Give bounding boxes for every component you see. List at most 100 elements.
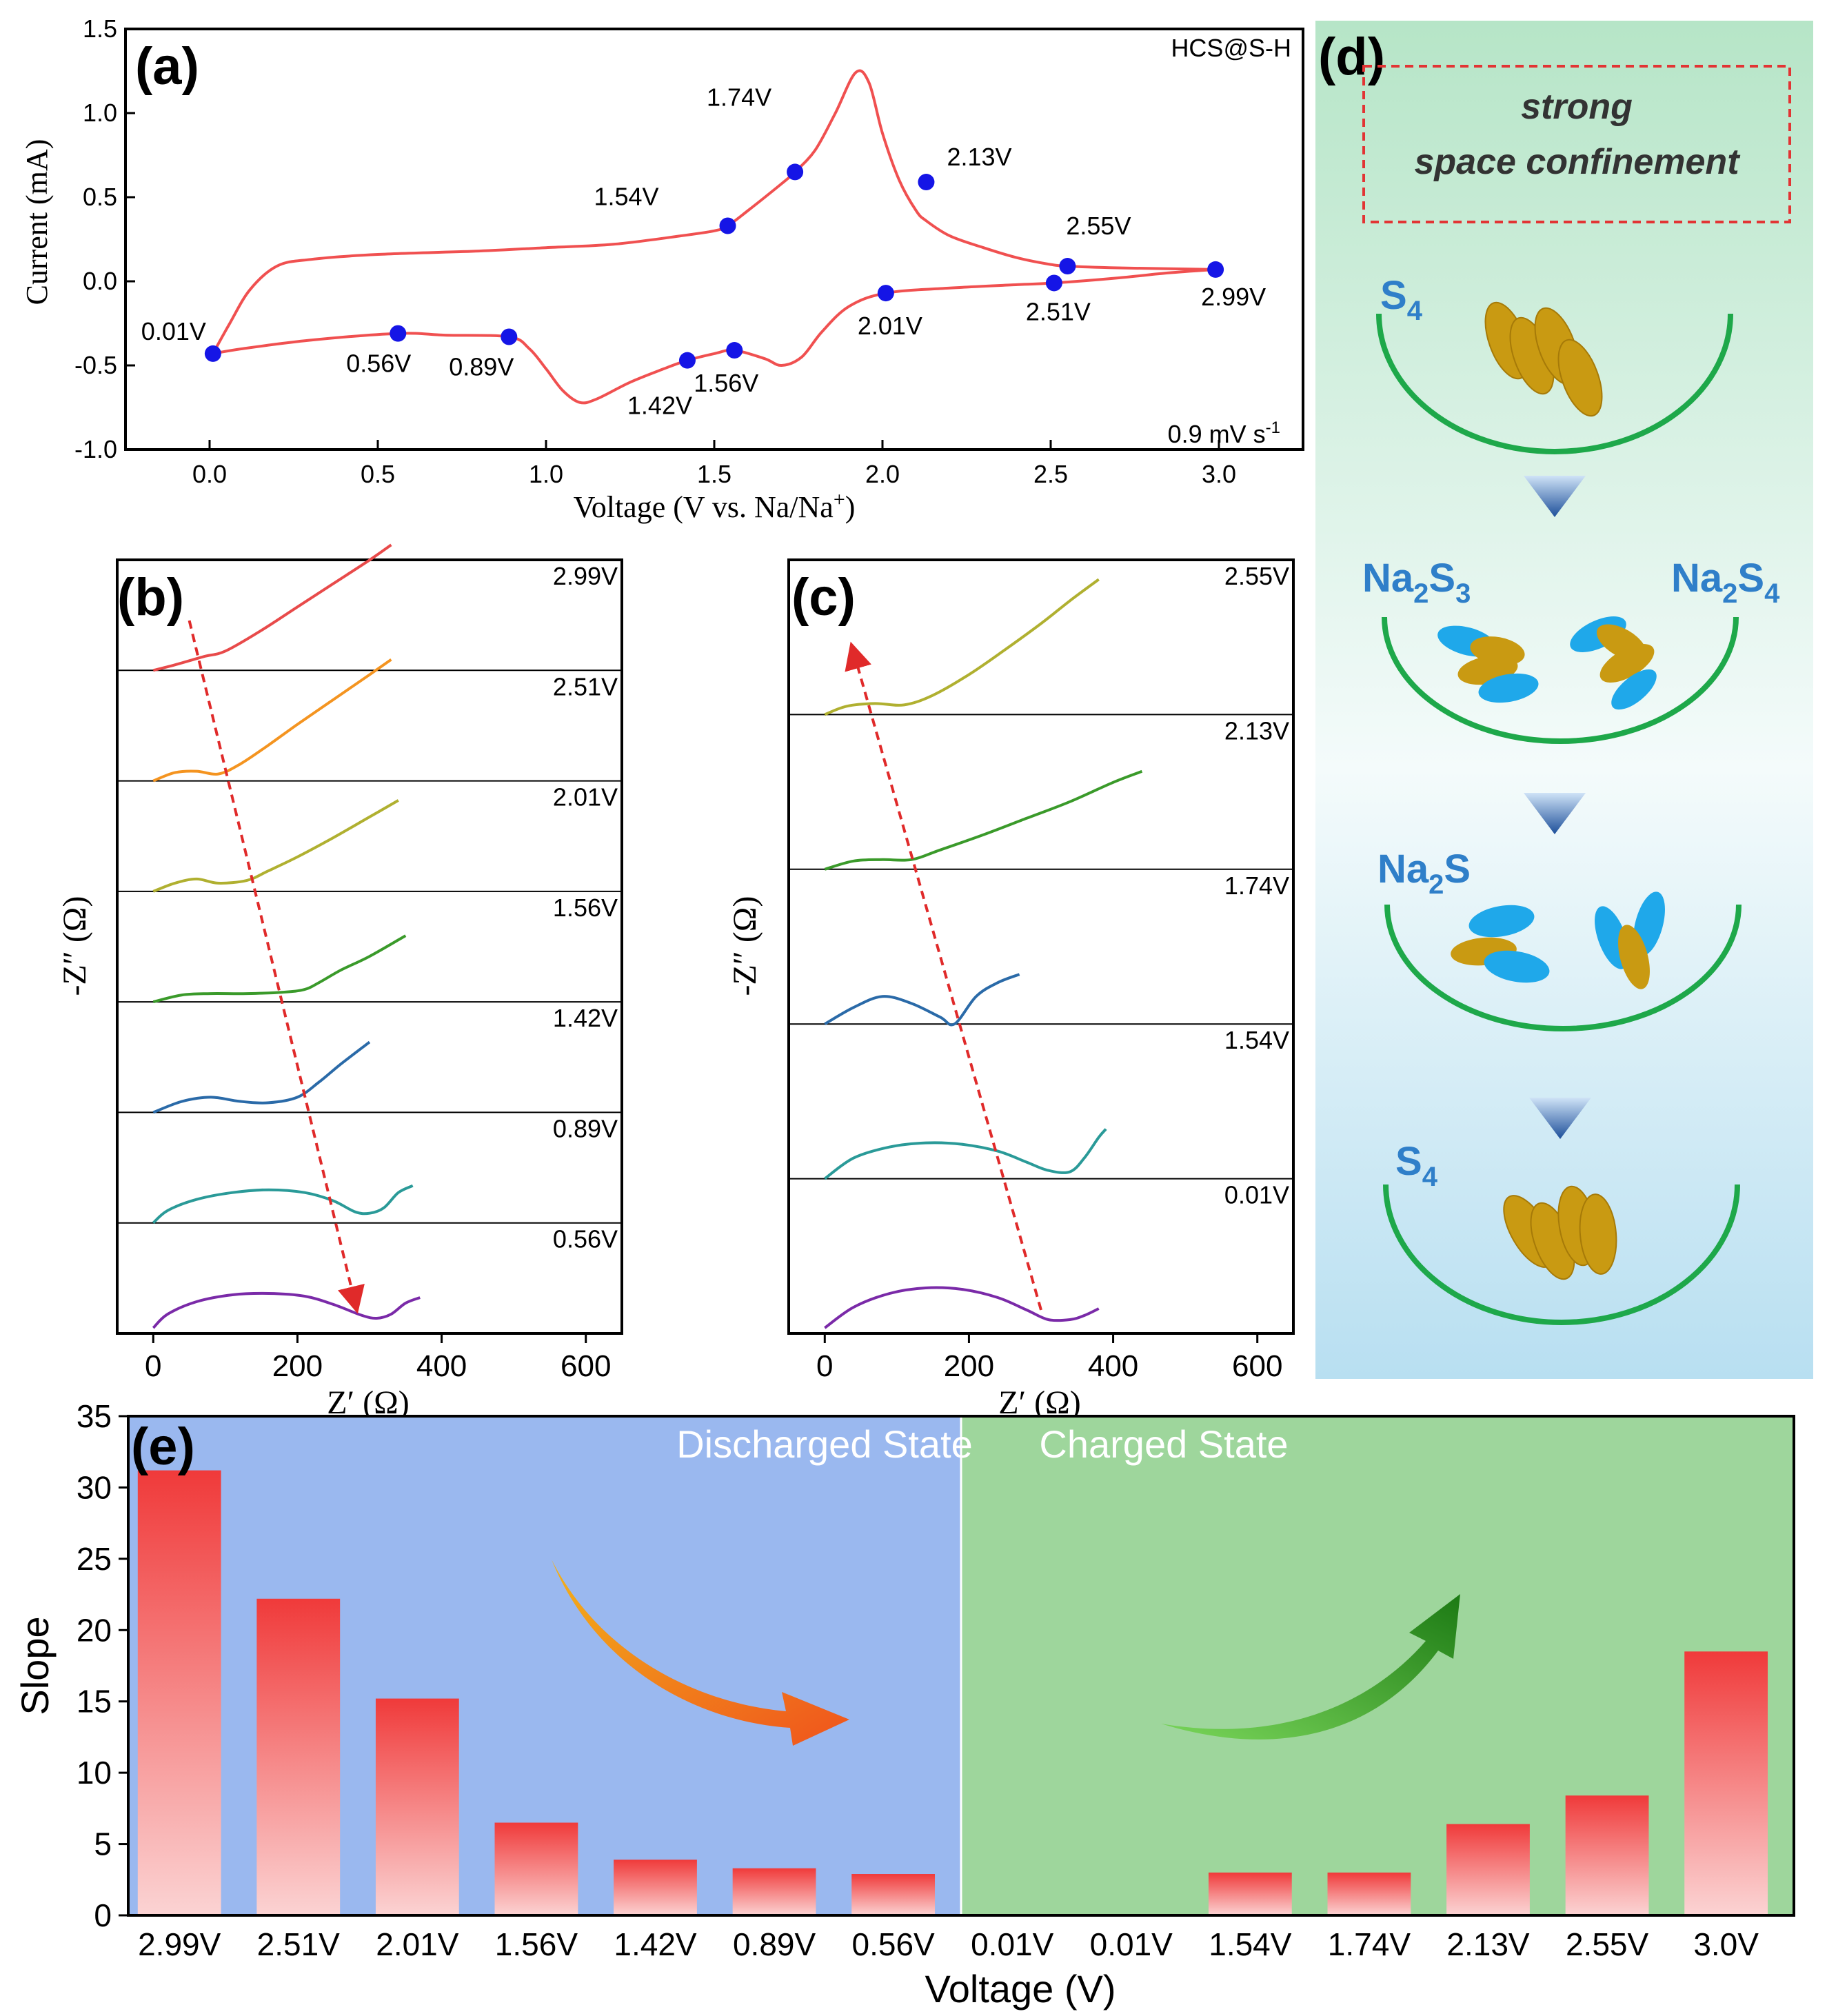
stage-s4-initial: S4 (1376, 273, 1733, 454)
s4-label: S4 (1380, 273, 1423, 326)
slope-bar (851, 1874, 936, 1915)
cv-y-tick-label: -0.5 (74, 351, 117, 379)
eis-voltage-label: 2.51V (553, 672, 618, 700)
cv-x-tick-label: 1.0 (529, 460, 563, 488)
eis-discharge-panel: 2.99V 2.51V 2.01V 1.56V 1.42V 0.89V 0.56V 0 200 4… (57, 543, 623, 1421)
increasing-trend-arrow-icon (1161, 1594, 1460, 1740)
cv-marker-label: 0.56V (346, 350, 411, 378)
eis-curve-2.13V (824, 769, 1143, 871)
eis-voltage-label: 1.56V (553, 894, 618, 922)
slope-bar (732, 1868, 816, 1915)
cv-marker-label: 1.42V (627, 392, 692, 420)
s4-cluster-final (1503, 1185, 1617, 1280)
bar-y-tick-label: 0 (94, 1897, 112, 1933)
eis-c-curves: 2.55V 2.13V 1.74V 1.54V 0.01V 0 200 400 600 (789, 562, 1293, 1383)
bar-category-label: 2.01V (376, 1926, 459, 1962)
arrow-down-icon (1524, 476, 1586, 517)
eis-curve-1.42V (152, 1040, 371, 1114)
cv-y-tick-label: 1.5 (83, 14, 117, 43)
eis-b-y-axis-title: -Z″ (Ω) (57, 896, 93, 996)
cv-series-anodic (212, 69, 1216, 354)
panel-label-e: (e) (131, 1418, 195, 1476)
bar-category-label: 0.56V (852, 1926, 936, 1962)
eis-x-tick-label: 600 (561, 1349, 611, 1383)
bar-category-label: 1.42V (614, 1926, 697, 1962)
panel-label-c: (c) (791, 568, 856, 627)
bar-category-label: 1.54V (1209, 1926, 1292, 1962)
bar-y-tick-label: 10 (77, 1755, 112, 1791)
stage-na2s3-na2s4: Na2S3 Na2S4 (1362, 556, 1780, 744)
eis-curve-2.01V (152, 799, 399, 893)
eis-b-curves: 2.99V 2.51V 2.01V 1.56V 1.42V 0.89V 0.56V 0 200 4… (117, 543, 622, 1383)
cv-y-axis-title: Current (mA) (20, 139, 54, 305)
charged-state-label: Charged State (1039, 1422, 1288, 1466)
cv-marker-label: 2.01V (858, 312, 922, 340)
cv-x-tick-label: 2.0 (865, 460, 900, 488)
eis-x-tick-label: 400 (416, 1349, 467, 1383)
slope-bar (1208, 1872, 1292, 1915)
slope-bar (137, 1470, 221, 1915)
scan-rate-label: 0.9 mV s-1 (1168, 419, 1280, 448)
eis-voltage-label: 1.42V (553, 1004, 618, 1032)
bowl (1383, 1184, 1740, 1325)
discharged-state-label: Discharged State (676, 1422, 973, 1466)
confinement-title-line2: space confinement (1414, 142, 1741, 182)
eis-x-tick-label: 600 (1232, 1349, 1282, 1383)
eis-voltage-label: 2.99V (553, 562, 618, 590)
eis-curve-1.56V (152, 934, 407, 1004)
bar-y-tick-label: 15 (77, 1684, 112, 1720)
slope-bar (375, 1698, 459, 1915)
cv-x-tick-label: 1.5 (697, 460, 731, 488)
cv-axis-ticks: 0.0 0.5 1.0 1.5 2.0 2.5 3.0 -1.0 -0.5 0.0 0.5 1.0 1.… (74, 14, 1236, 488)
s4-label-final: S4 (1395, 1139, 1438, 1192)
cv-marker-label: 1.54V (594, 182, 658, 210)
eis-curve-2.99V (152, 543, 392, 672)
diagram-background (1315, 21, 1813, 1379)
bowl (1376, 313, 1733, 454)
eis-voltage-label: 0.89V (553, 1114, 618, 1142)
cv-marker-point (787, 163, 804, 181)
eis-curve-2.55V (824, 578, 1100, 716)
cv-series-cathodic (212, 268, 1216, 405)
slope-bar (1327, 1872, 1411, 1915)
slope-bar-panel: 2.99V 2.51V 2.01V 1.56V 1.42V 0.89V 0.56V 0.01V… (13, 1398, 1795, 2010)
cv-marker-point (678, 352, 696, 369)
cv-x-tick-label: 3.0 (1202, 460, 1236, 488)
na2s4-label: Na2S4 (1671, 556, 1780, 609)
eis-voltage-label: 2.01V (553, 783, 618, 812)
bar-y-tick-label: 30 (77, 1469, 112, 1505)
stage-na2s: Na2S (1377, 847, 1742, 1031)
bar-x-axis-title: Voltage (V) (925, 1967, 1116, 2010)
cv-x-tick-label: 2.5 (1033, 460, 1068, 488)
confinement-title-box (1362, 65, 1791, 223)
decreasing-trend-arrow-icon (552, 1560, 849, 1746)
cv-y-tick-label: 1.0 (83, 99, 117, 127)
s4-cluster (1484, 301, 1603, 417)
panel-label-a: (a) (135, 37, 199, 96)
slope-bar (614, 1859, 697, 1915)
eis-voltage-label: 2.55V (1224, 562, 1289, 590)
bowl (1384, 904, 1742, 1031)
cv-marker-label: 2.55V (1066, 212, 1131, 240)
confinement-title-line1: strong (1521, 87, 1633, 127)
bar-category-label: 1.56V (495, 1926, 578, 1962)
bar-category-label: 2.51V (257, 1926, 341, 1962)
cv-marker-label: 2.99V (1201, 283, 1266, 311)
cv-marker-point (1045, 274, 1062, 292)
bar-y-tick-label: 35 (77, 1398, 112, 1434)
cv-marker-label: 1.74V (707, 83, 771, 111)
eis-voltage-label: 0.01V (1224, 1181, 1289, 1209)
eis-curve-0.89V (152, 1184, 414, 1224)
eis-curve-2.51V (152, 658, 392, 783)
slope-bars (137, 1470, 1768, 1915)
cv-panel: 0.0 0.5 1.0 1.5 2.0 2.5 3.0 -1.0 -0.5 0.0 0.5 1.0 1.… (20, 14, 1304, 524)
bar-category-label: 0.01V (1090, 1926, 1173, 1962)
eis-x-tick-label: 0 (145, 1349, 161, 1383)
state-region-1 (961, 1416, 1794, 1915)
panel-label-b: (b) (117, 568, 184, 627)
cv-x-tick-label: 0.0 (192, 460, 227, 488)
bar-category-label: 1.74V (1328, 1926, 1411, 1962)
